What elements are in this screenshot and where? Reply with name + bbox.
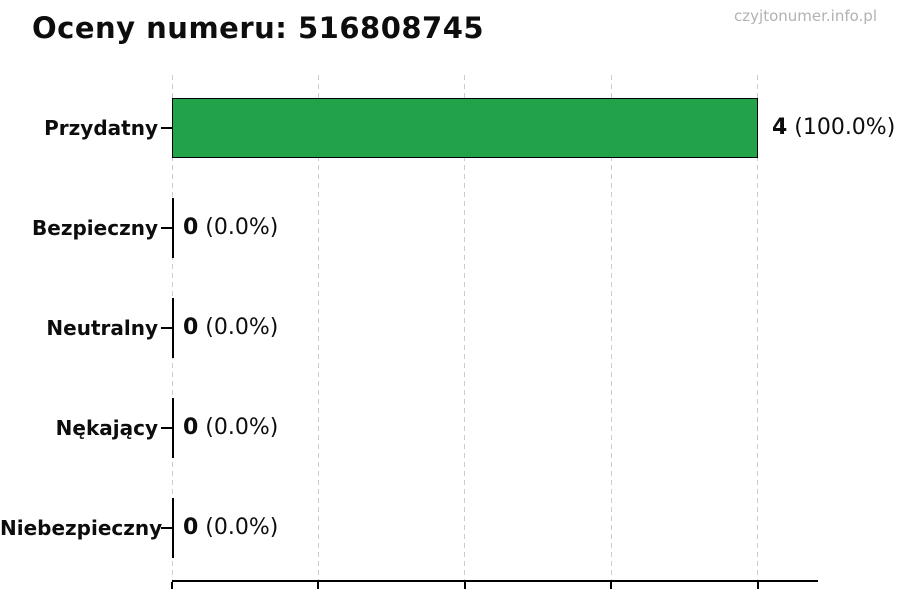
category-label: Nękający <box>55 415 158 440</box>
zero-value-bar <box>172 397 174 458</box>
value-label: 4 (100.0%) <box>772 113 895 143</box>
x-axis-tick <box>756 582 759 589</box>
gridline <box>464 75 466 581</box>
category-label: Przydatny <box>44 115 158 140</box>
chart-title: Oceny numeru: 516808745 <box>32 11 485 45</box>
x-axis-line <box>172 580 818 582</box>
category-label: Niebezpieczny <box>0 515 163 540</box>
y-axis-tick <box>161 326 172 329</box>
value-number: 0 <box>183 514 199 540</box>
category-label: Neutralny <box>46 315 158 340</box>
value-percent: (0.0%) <box>198 314 279 340</box>
value-percent: (0.0%) <box>198 514 279 540</box>
watermark-link: czyjtonumer.info.pl <box>734 7 877 25</box>
value-number: 4 <box>771 114 788 140</box>
y-axis-tick <box>161 226 172 229</box>
x-axis-tick <box>610 582 613 589</box>
value-number: 0 <box>183 314 199 340</box>
value-label: 0 (0.0%) <box>183 313 278 343</box>
value-percent: (0.0%) <box>198 214 279 240</box>
y-axis-tick <box>161 126 172 129</box>
y-axis-tick <box>161 426 172 429</box>
value-number: 0 <box>183 414 199 440</box>
x-axis-tick <box>317 582 320 589</box>
value-label: 0 (0.0%) <box>183 213 278 243</box>
value-number: 0 <box>183 214 199 240</box>
value-label: 0 (0.0%) <box>183 513 278 543</box>
value-percent: (0.0%) <box>198 414 279 440</box>
zero-value-bar <box>172 197 174 258</box>
gridline <box>610 75 612 581</box>
value-label: 0 (0.0%) <box>183 413 278 443</box>
gridline <box>317 75 319 581</box>
y-axis-tick <box>161 526 172 529</box>
x-axis-tick <box>463 582 466 589</box>
gridline <box>757 75 759 581</box>
x-axis-tick <box>171 582 173 589</box>
zero-value-bar <box>172 297 174 358</box>
bar <box>172 97 758 158</box>
category-label: Bezpieczny <box>32 215 158 240</box>
zero-value-bar <box>172 497 174 558</box>
value-percent: (100.0%) <box>787 114 896 140</box>
